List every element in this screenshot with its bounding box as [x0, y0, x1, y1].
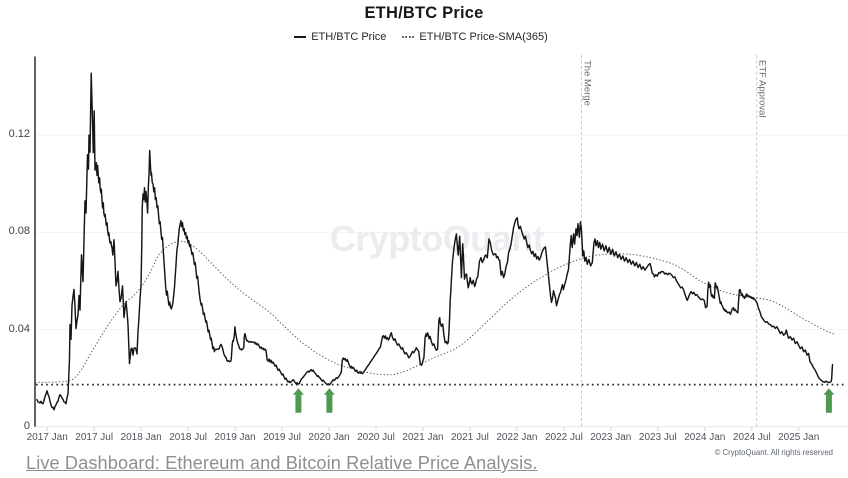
svg-text:ETF Approval: ETF Approval: [757, 60, 768, 118]
svg-text:The Merge: The Merge: [582, 60, 593, 106]
